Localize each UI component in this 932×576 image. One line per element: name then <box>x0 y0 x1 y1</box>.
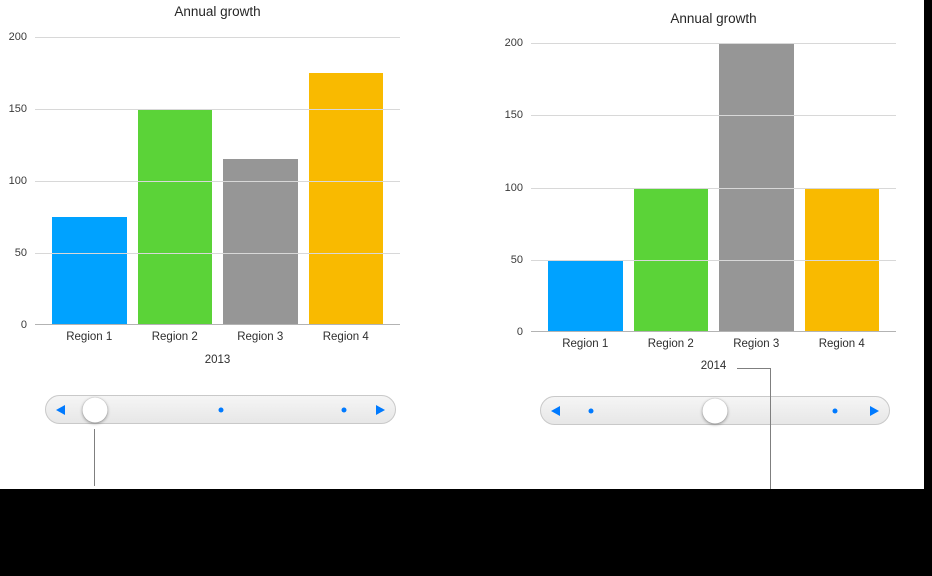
y-axis-tick-label: 150 <box>8 103 27 115</box>
scrubber-position-dot[interactable] <box>341 407 347 412</box>
chart-panel-2013: Annual growth Region 1 Region 2 Region 3 Re… <box>8 4 400 424</box>
y-axis-tick-label: 200 <box>504 37 523 49</box>
triangle-right-icon <box>870 405 879 416</box>
x-axis-category-label: Region 1 <box>562 338 609 350</box>
bar-chart-plot <box>531 43 896 332</box>
bottom-black-band <box>0 489 932 576</box>
gridline-200 <box>531 43 896 44</box>
scrubber-position-dot[interactable] <box>588 408 594 413</box>
y-axis-tick-label: 100 <box>8 175 27 187</box>
gridline-0 <box>35 324 400 325</box>
scrubber-thumb[interactable] <box>82 397 108 422</box>
scrubber-previous-arrow-icon[interactable] <box>56 396 65 423</box>
gridline-100 <box>531 187 896 189</box>
chart-title: Annual growth <box>670 11 757 26</box>
right-black-edge <box>924 0 932 576</box>
triangle-right-icon <box>376 404 385 415</box>
bars-group <box>35 37 400 325</box>
chart-panel-2014: Annual growth Region 1 Region 2 Region 3 Re… <box>493 0 932 576</box>
chart-title: Annual growth <box>174 4 261 19</box>
gridline-200 <box>35 37 400 38</box>
y-axis-tick-label: 50 <box>510 253 523 266</box>
x-axis-category-label: Region 4 <box>322 331 369 343</box>
gridline-50 <box>531 259 896 261</box>
scrubber-previous-arrow-icon[interactable] <box>551 397 560 424</box>
callout-line-left-vertical <box>94 429 95 486</box>
x-axis-category-label: Region 3 <box>237 331 284 343</box>
x-axis-category-label: Region 3 <box>733 338 780 350</box>
bar-chart-plot <box>35 37 400 325</box>
gridline-150 <box>531 115 896 117</box>
callout-line-right-horizontal <box>737 368 771 369</box>
bar-region-1[interactable] <box>548 259 623 332</box>
scrubber-position-dot[interactable] <box>218 407 223 412</box>
callout-line-right-vertical <box>770 368 771 489</box>
bar-region-2[interactable] <box>137 109 212 325</box>
x-axis-labels: Region 1 Region 2 Region 3 Region 4 <box>35 331 400 343</box>
year-scrubber[interactable] <box>45 395 396 424</box>
triangle-left-icon <box>551 405 560 416</box>
bar-region-4[interactable] <box>308 73 383 325</box>
y-axis-tick-label: 150 <box>504 109 523 122</box>
scrubber-position-dot[interactable] <box>832 408 838 413</box>
x-axis-category-label: Region 2 <box>151 331 198 343</box>
gridline-50 <box>35 253 400 254</box>
gridline-0 <box>531 331 896 332</box>
gridline-150 <box>35 109 400 110</box>
y-axis-tick-label: 50 <box>14 247 27 259</box>
x-axis-labels: Region 1 Region 2 Region 3 Region 4 <box>531 338 896 350</box>
scrubber-next-arrow-icon[interactable] <box>870 397 879 424</box>
y-axis-tick-label: 0 <box>516 326 523 338</box>
triangle-left-icon <box>56 404 65 415</box>
scrubber-thumb[interactable] <box>702 398 728 423</box>
x-axis-category-label: Region 1 <box>66 331 113 343</box>
bar-region-1[interactable] <box>52 217 127 325</box>
year-label: 2014 <box>700 360 727 372</box>
x-axis-category-label: Region 4 <box>818 338 865 350</box>
x-axis-category-label: Region 2 <box>647 338 694 350</box>
y-axis-tick-label: 0 <box>20 319 27 331</box>
gridline-100 <box>35 181 400 182</box>
y-axis-tick-label: 100 <box>504 181 523 194</box>
scrubber-next-arrow-icon[interactable] <box>376 396 385 423</box>
year-scrubber[interactable] <box>540 396 890 425</box>
bar-region-3[interactable] <box>223 159 298 325</box>
year-label: 2013 <box>204 354 231 366</box>
y-axis-tick-label: 200 <box>8 31 27 43</box>
